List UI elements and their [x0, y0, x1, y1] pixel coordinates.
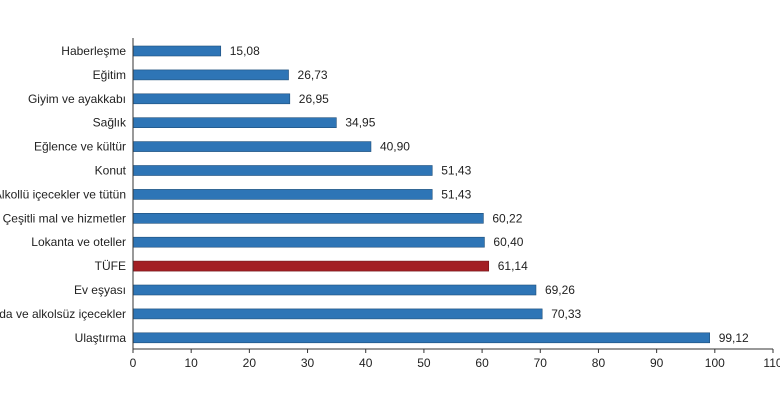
value-label: 26,73: [298, 68, 328, 82]
x-tick-label: 30: [301, 356, 315, 370]
bar: [132, 213, 484, 224]
value-label: 51,43: [441, 164, 471, 178]
x-tick-label: 10: [185, 356, 199, 370]
x-tick-label: 70: [534, 356, 548, 370]
value-label: 60,40: [493, 235, 523, 249]
bar: [132, 260, 490, 272]
value-label: 61,14: [498, 259, 528, 273]
bar: [132, 189, 433, 200]
category-label: Eğitim: [93, 68, 126, 82]
value-label: 15,08: [230, 44, 260, 58]
value-label: 51,43: [441, 187, 471, 201]
category-label: Sağlık: [93, 116, 127, 130]
x-tick-label: 0: [130, 356, 137, 370]
category-label: TÜFE: [95, 259, 126, 273]
bar: [132, 45, 222, 57]
x-tick-label: 110: [763, 356, 780, 370]
category-label: Giyim ve ayakkabı: [28, 92, 126, 106]
value-label: 69,26: [545, 283, 575, 297]
x-tick-label: 50: [417, 356, 431, 370]
bars-layer: [132, 45, 710, 344]
x-tick-label: 90: [650, 356, 664, 370]
value-label: 60,22: [492, 211, 522, 225]
category-label: Ulaştırma: [75, 331, 127, 345]
value-label: 40,90: [380, 140, 410, 154]
x-tick-label: 40: [359, 356, 373, 370]
category-label: Alkollü içecekler ve tütün: [0, 187, 126, 201]
bar: [132, 141, 372, 152]
x-axis: 0 10 20 30 40 50 60 70 80 90 100 110: [130, 38, 780, 370]
category-label: Haberleşme: [61, 44, 126, 58]
category-label: Ev eşyası: [74, 283, 126, 297]
bar: [132, 284, 537, 296]
x-tick-label: 60: [475, 356, 489, 370]
value-label: 34,95: [345, 116, 375, 130]
x-tick-label: 100: [705, 356, 725, 370]
x-tick-label: 80: [592, 356, 606, 370]
x-tick-label: 20: [243, 356, 257, 370]
value-label: 99,12: [719, 331, 749, 345]
category-labels: Haberleşme Eğitim Giyim ve ayakkabı Sağlık E…: [0, 44, 127, 345]
bar: [132, 332, 710, 344]
category-label: Çeşitli mal ve hizmetler: [3, 211, 126, 225]
bar: [132, 308, 543, 320]
bar: [132, 236, 485, 248]
value-labels: 15,08 26,73 26,95 34,95 40,90 51,43 51,43 60,22…: [230, 44, 749, 345]
category-label: Konut: [95, 164, 127, 178]
value-label: 70,33: [551, 307, 581, 321]
bar: [132, 117, 337, 128]
bar: [132, 69, 289, 81]
category-label: Eğlence ve kültür: [34, 140, 126, 154]
category-label: Lokanta ve oteller: [31, 235, 126, 249]
value-label: 26,95: [299, 92, 329, 106]
bar: [132, 165, 433, 176]
category-label: Gıda ve alkolsüz içecekler: [0, 307, 126, 321]
bar: [132, 93, 291, 105]
